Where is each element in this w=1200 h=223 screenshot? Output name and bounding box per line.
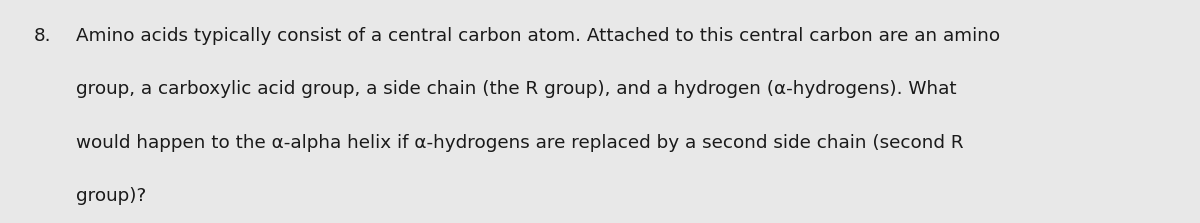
Text: group, a carboxylic acid group, a side chain (the R group), and a hydrogen (α-hy: group, a carboxylic acid group, a side c… — [76, 80, 956, 98]
Text: group)?: group)? — [76, 187, 146, 205]
Text: would happen to the α-alpha helix if α-hydrogens are replaced by a second side c: would happen to the α-alpha helix if α-h… — [76, 134, 964, 152]
Text: 8.: 8. — [34, 27, 52, 45]
Text: Amino acids typically consist of a central carbon atom. Attached to this central: Amino acids typically consist of a centr… — [76, 27, 1000, 45]
